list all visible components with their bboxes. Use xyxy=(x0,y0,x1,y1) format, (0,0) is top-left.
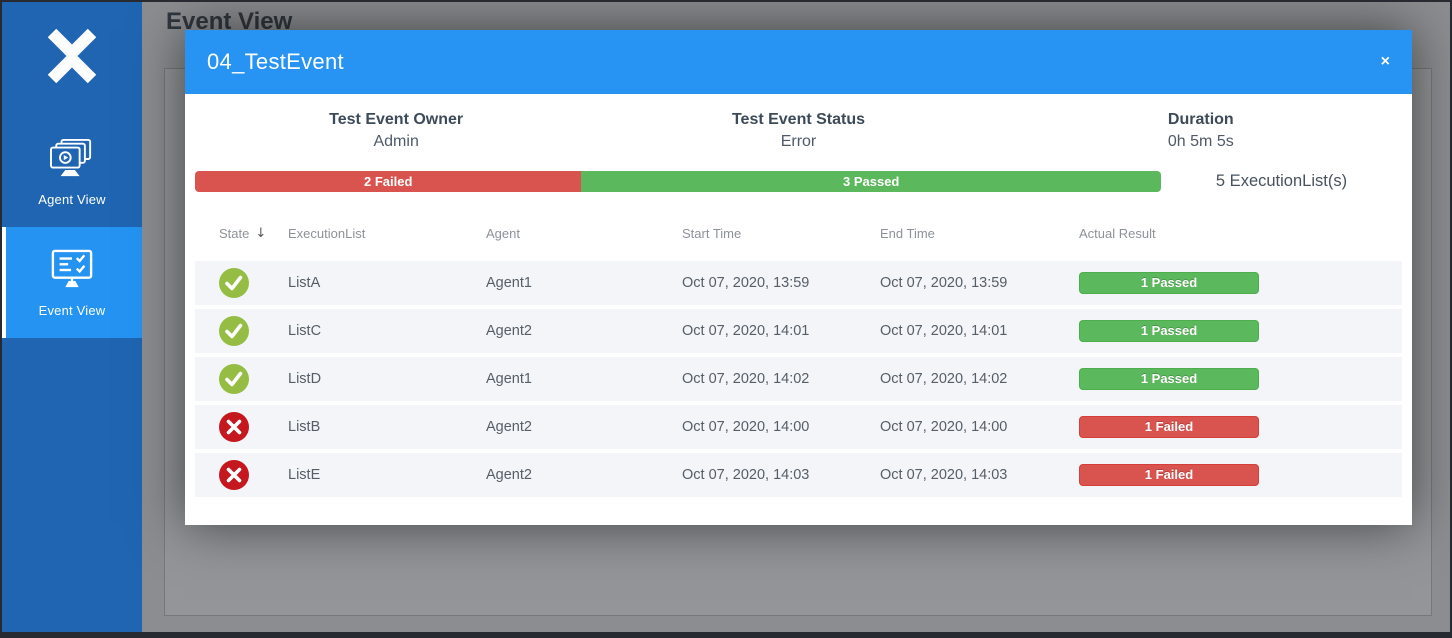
failed-cross-icon xyxy=(219,460,249,490)
cell-end-time: Oct 07, 2020, 14:02 xyxy=(880,371,1008,387)
cell-executionlist: ListD xyxy=(288,371,322,387)
cell-start-time: Oct 07, 2020, 13:59 xyxy=(682,275,810,291)
failed-segment: 2 Failed xyxy=(195,171,582,192)
sidebar-item-event-view[interactable]: Event View xyxy=(2,227,142,338)
result-badge: 1 Failed xyxy=(1079,464,1259,486)
x-logo-icon xyxy=(47,28,97,84)
event-view-icon xyxy=(51,249,93,288)
cell-agent: Agent2 xyxy=(486,467,532,483)
table-header: State ↓ ExecutionList Agent Start Time E… xyxy=(195,226,1402,241)
cell-agent: Agent1 xyxy=(486,275,532,291)
result-badge: 1 Passed xyxy=(1079,368,1259,390)
info-label: Duration xyxy=(1167,111,1234,128)
app-logo xyxy=(2,2,142,84)
test-event-info: Test Event Owner Admin Test Event Status… xyxy=(195,109,1402,153)
passed-check-icon xyxy=(219,268,249,298)
cell-executionlist: ListC xyxy=(288,323,322,339)
column-header-executionlist[interactable]: ExecutionList xyxy=(288,226,366,241)
info-value: 0h 5m 5s xyxy=(1167,133,1234,150)
sidebar-nav: Agent View Event View xyxy=(2,116,142,338)
info-label: Test Event Owner xyxy=(329,111,464,128)
info-label: Test Event Status xyxy=(731,111,866,128)
cell-start-time: Oct 07, 2020, 14:01 xyxy=(682,323,810,339)
cell-end-time: Oct 07, 2020, 14:03 xyxy=(880,467,1008,483)
test-event-modal: 04_TestEvent × Test Event Owner Admin Te… xyxy=(185,30,1412,525)
result-badge: 1 Passed xyxy=(1079,320,1259,342)
cell-start-time: Oct 07, 2020, 14:03 xyxy=(682,467,810,483)
sidebar-item-agent-view[interactable]: Agent View xyxy=(2,116,142,227)
passed-segment: 3 Passed xyxy=(581,171,1161,192)
table-row-ListE[interactable]: ListE Agent2 Oct 07, 2020, 14:03 Oct 07,… xyxy=(195,453,1402,497)
modal-body: Test Event Owner Admin Test Event Status… xyxy=(185,94,1412,497)
cell-end-time: Oct 07, 2020, 13:59 xyxy=(880,275,1008,291)
execution-list-count: 5 ExecutionList(s) xyxy=(1215,172,1348,190)
table-body: ListA Agent1 Oct 07, 2020, 13:59 Oct 07,… xyxy=(195,261,1402,497)
cell-agent: Agent2 xyxy=(486,323,532,339)
cell-executionlist: ListB xyxy=(288,419,321,435)
table-row-ListB[interactable]: ListB Agent2 Oct 07, 2020, 14:00 Oct 07,… xyxy=(195,405,1402,449)
pass-fail-progress-bar: 2 Failed 3 Passed xyxy=(195,171,1161,192)
table-row-ListD[interactable]: ListD Agent1 Oct 07, 2020, 14:02 Oct 07,… xyxy=(195,357,1402,401)
table-row-ListA[interactable]: ListA Agent1 Oct 07, 2020, 13:59 Oct 07,… xyxy=(195,261,1402,305)
column-header-state[interactable]: State ↓ xyxy=(219,226,267,241)
modal-header: 04_TestEvent × xyxy=(185,30,1412,94)
failed-cross-icon xyxy=(219,412,249,442)
column-header-agent[interactable]: Agent xyxy=(486,226,520,241)
column-header-actual-result[interactable]: Actual Result xyxy=(1079,226,1156,241)
sidebar: Agent View Event View xyxy=(2,2,142,632)
sidebar-item-label: Agent View xyxy=(38,192,106,207)
sort-descending-icon[interactable]: ↓ xyxy=(255,226,267,241)
column-header-start-time[interactable]: Start Time xyxy=(682,226,742,241)
info-status: Test Event Status Error xyxy=(597,109,999,153)
column-header-end-time[interactable]: End Time xyxy=(880,226,935,241)
agent-view-icon xyxy=(50,138,92,177)
passed-check-icon xyxy=(219,364,249,394)
sidebar-item-label: Event View xyxy=(38,303,106,318)
cell-start-time: Oct 07, 2020, 14:00 xyxy=(682,419,810,435)
cell-end-time: Oct 07, 2020, 14:00 xyxy=(880,419,1008,435)
cell-executionlist: ListA xyxy=(288,275,321,291)
result-badge: 1 Passed xyxy=(1079,272,1259,294)
table-row-ListC[interactable]: ListC Agent2 Oct 07, 2020, 14:01 Oct 07,… xyxy=(195,309,1402,353)
modal-title: 04_TestEvent xyxy=(207,49,344,74)
info-value: Admin xyxy=(373,133,419,150)
cell-agent: Agent2 xyxy=(486,419,532,435)
result-badge: 1 Failed xyxy=(1079,416,1259,438)
passed-check-icon xyxy=(219,316,249,346)
cell-end-time: Oct 07, 2020, 14:01 xyxy=(880,323,1008,339)
cell-executionlist: ListE xyxy=(288,467,321,483)
info-value: Error xyxy=(780,133,817,150)
cell-agent: Agent1 xyxy=(486,371,532,387)
info-duration: Duration 0h 5m 5s xyxy=(1000,109,1402,153)
close-icon[interactable]: × xyxy=(1380,53,1390,70)
info-owner: Test Event Owner Admin xyxy=(195,109,597,153)
results-summary: 2 Failed 3 Passed 5 ExecutionList(s) xyxy=(195,171,1402,192)
cell-start-time: Oct 07, 2020, 14:02 xyxy=(682,371,810,387)
